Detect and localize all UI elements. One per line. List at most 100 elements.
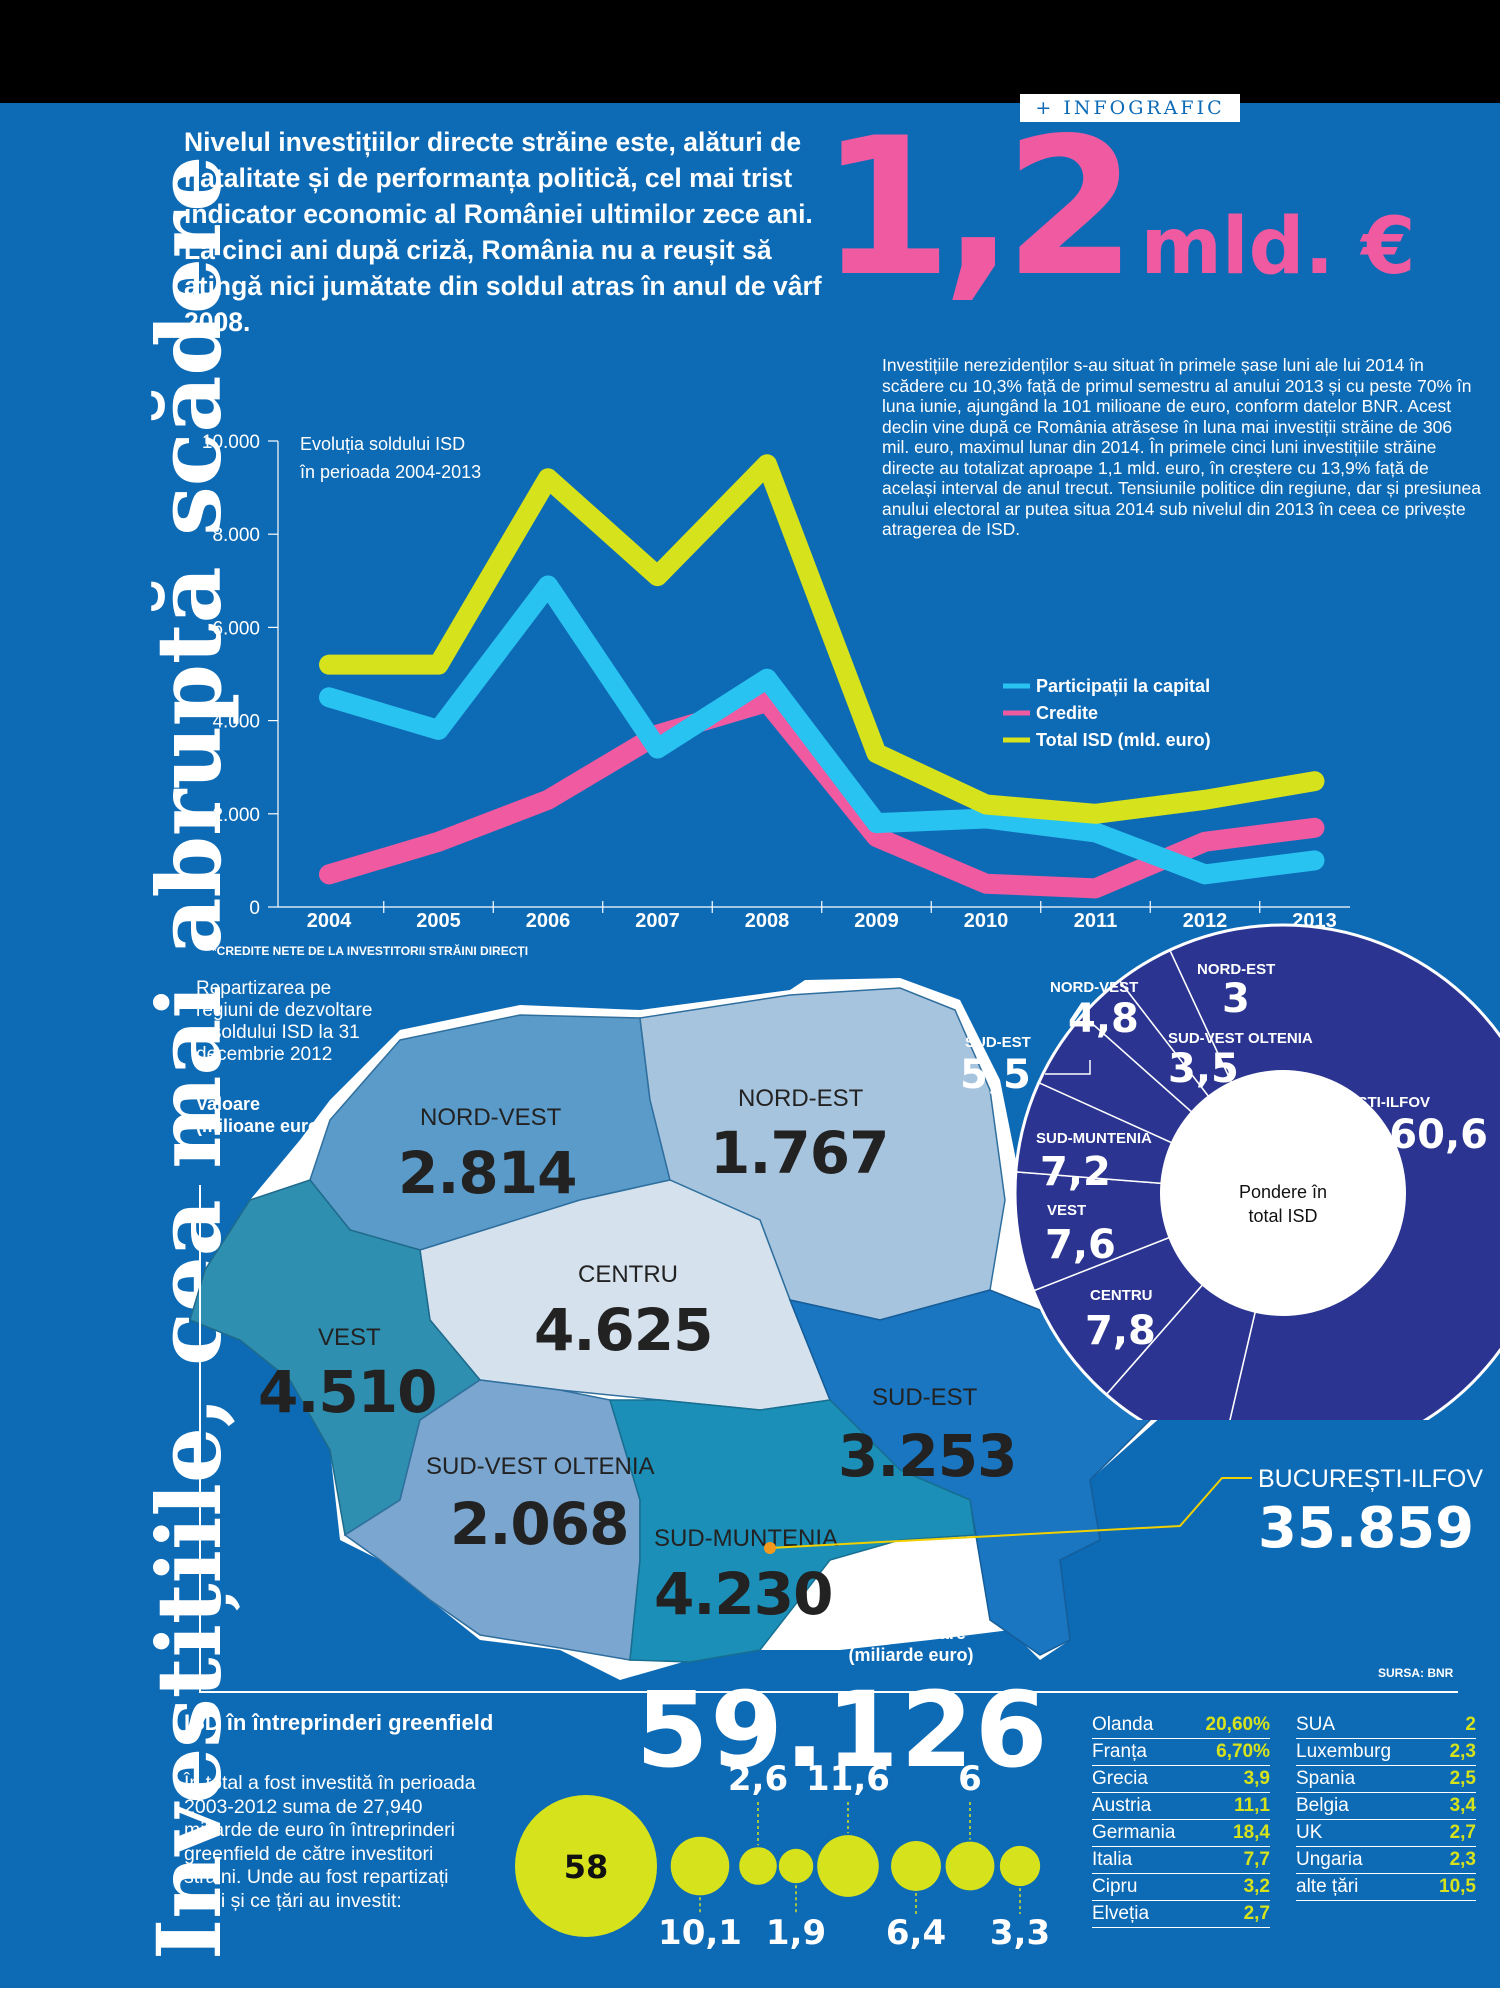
total-label: Total valoare (miliarde euro) <box>848 1623 974 1665</box>
series-line-2 <box>319 454 1325 824</box>
country-row: Spania 2,5 <box>1296 1766 1476 1793</box>
country-name: Elveția <box>1092 1903 1150 1924</box>
map-value-sud-vest-oltenia: 2.068 <box>450 1490 628 1558</box>
data-point <box>328 873 330 876</box>
country-row: UK 2,7 <box>1296 1820 1476 1847</box>
bubble-label: 6,4 <box>886 1913 946 1953</box>
map-value-sud-muntenia: 4.230 <box>654 1560 832 1628</box>
data-point <box>875 822 878 825</box>
bubble <box>817 1835 879 1897</box>
map-label-sud-muntenia: SUD-MUNTENIA <box>654 1525 838 1552</box>
region-sud-muntenia <box>608 1399 976 1663</box>
y-tick-label: 8.000 <box>212 525 260 546</box>
map-value-nord-vest: 2.814 <box>398 1139 576 1207</box>
map-label-nord-est: NORD-EST <box>738 1085 864 1112</box>
data-point <box>1094 887 1097 890</box>
donut-hole <box>1160 1070 1406 1316</box>
x-tick-label: 2010 <box>964 910 1009 932</box>
country-value: 3,2 <box>1243 1876 1270 1897</box>
donut-center-line1: Pondere în <box>1239 1182 1327 1202</box>
bucuresti-label: BUCUREȘTI-ILFOV <box>1258 1465 1484 1493</box>
headline-number: 1,2 <box>820 97 1137 318</box>
country-row: Grecia 3,9 <box>1092 1766 1270 1793</box>
country-value: 2,3 <box>1449 1849 1476 1870</box>
map-label-sud-est: SUD-EST <box>872 1384 978 1411</box>
slice-label: SUD-EST <box>965 1034 1031 1051</box>
bubble-label: 58 <box>564 1848 609 1886</box>
country-value: 11,1 <box>1234 1795 1270 1816</box>
data-point <box>437 728 440 731</box>
map-frame-line <box>199 1185 1458 1693</box>
bucuresti-pointer-line <box>769 1477 1252 1549</box>
country-name: Spania <box>1296 1768 1356 1789</box>
series-line-0 <box>319 575 1325 885</box>
country-row: Franța 6,70% <box>1092 1739 1270 1766</box>
bubble-label: 6 <box>958 1759 982 1799</box>
slice-label: SUD-MUNTENIA <box>1036 1130 1152 1147</box>
greenfield-title: ISD în întreprinderi greenfield <box>184 1710 494 1735</box>
country-row: Belgia 3,4 <box>1296 1793 1476 1820</box>
x-tick-label: 2011 <box>1074 910 1117 932</box>
bubble-label: 3,3 <box>990 1913 1050 1953</box>
data-point <box>1204 873 1206 876</box>
bucuresti-value: 35.859 <box>1258 1496 1475 1561</box>
country-name: SUA <box>1296 1714 1336 1735</box>
x-tick-label: 2008 <box>745 910 790 932</box>
chart-title-line1: Evoluția soldului ISD <box>300 434 465 454</box>
slice-label: SUD-VEST OLTENIA <box>1168 1030 1313 1047</box>
chart-title-line2: în perioada 2004-2013 <box>299 462 481 482</box>
bubble <box>515 1795 657 1937</box>
map-label-sud-vest-oltenia: SUD-VEST OLTENIA <box>426 1453 655 1480</box>
slice-value: 7,6 <box>1045 1222 1116 1268</box>
data-point <box>875 836 878 839</box>
country-name: Franța <box>1092 1741 1147 1762</box>
legend-label: Total ISD (mld. euro) <box>1036 730 1211 750</box>
map-label-nord-vest: NORD-VEST <box>420 1104 562 1131</box>
country-value: 2,3 <box>1449 1741 1476 1762</box>
data-point <box>1313 859 1316 862</box>
series-line-1 <box>319 691 1325 899</box>
bubble <box>999 1845 1041 1887</box>
y-tick-label: 10.000 <box>202 432 260 453</box>
x-tick-label: 2007 <box>635 910 680 932</box>
map-value-vest: 4.510 <box>258 1358 436 1426</box>
country-value: 2,5 <box>1449 1768 1476 1789</box>
bucuresti-marker <box>764 1542 776 1554</box>
country-row: Cipru 3,2 <box>1092 1874 1270 1901</box>
bubble <box>945 1841 995 1891</box>
data-point <box>437 840 440 843</box>
map-label-centru: CENTRU <box>578 1261 678 1288</box>
country-row: Luxemburg 2,3 <box>1296 1739 1476 1766</box>
slice-label: NORD-VEST <box>1050 979 1138 996</box>
y-tick-label: 4.000 <box>212 712 260 733</box>
country-name: alte țări <box>1296 1876 1359 1897</box>
bubble-label: 1,9 <box>766 1913 826 1953</box>
data-point <box>547 798 549 801</box>
total-value: 59.126 <box>636 1669 1050 1791</box>
country-value: 6,70% <box>1216 1741 1270 1762</box>
country-row: Ungaria 2,3 <box>1296 1847 1476 1874</box>
y-tick-label: 0 <box>249 898 260 919</box>
country-value: 18,4 <box>1233 1822 1270 1843</box>
country-row: SUA 2 <box>1296 1712 1476 1739</box>
map-value-centru: 4.625 <box>534 1296 712 1364</box>
y-tick-label: 6.000 <box>212 618 260 639</box>
body-text: Investițiile nerezidenților s-au situat … <box>882 355 1481 539</box>
country-name: Cipru <box>1092 1876 1138 1897</box>
bubble <box>670 1836 730 1896</box>
country-value: 2 <box>1465 1714 1476 1735</box>
data-point <box>328 663 330 666</box>
country-value: 20,60% <box>1205 1714 1270 1735</box>
map-unit-label: Valoare (milioane euro) <box>196 1094 326 1136</box>
data-point <box>766 677 768 680</box>
page-bottom-edge <box>0 1988 1500 2000</box>
country-name: Ungaria <box>1296 1849 1363 1870</box>
country-value: 2,7 <box>1243 1903 1270 1924</box>
data-point <box>656 747 659 750</box>
slice-value: 5,5 <box>960 1052 1031 1098</box>
slice-value: 3 <box>1222 976 1250 1022</box>
data-point <box>1094 812 1097 815</box>
intro-text: Nivelul investițiilor directe străine es… <box>184 127 822 337</box>
slice-label: VEST <box>1047 1202 1086 1219</box>
